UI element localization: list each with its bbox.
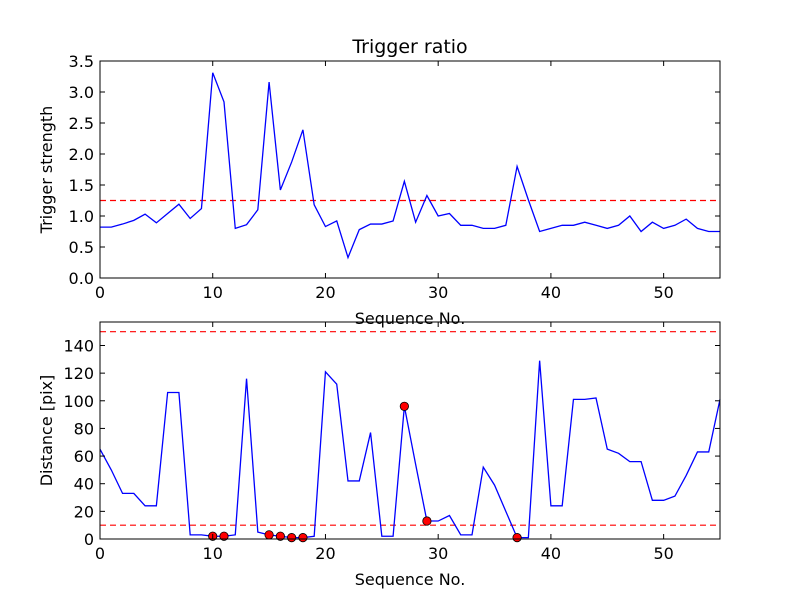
y-axis-label: Trigger strength — [37, 106, 56, 235]
y-axis-label: Distance [pix] — [37, 375, 56, 487]
y-tick-label: 0.0 — [69, 269, 94, 288]
data-point-marker — [422, 516, 432, 526]
x-tick-label: 50 — [653, 544, 673, 563]
x-tick-label: 30 — [428, 544, 448, 563]
x-tick-label: 40 — [541, 544, 561, 563]
data-point-marker — [298, 533, 308, 543]
distance-chart: 0 10 20 30 40 50 0 20 40 60 80 100 120 140 Sequence No… — [37, 321, 721, 589]
x-tick-label: 10 — [203, 544, 223, 563]
y-tick-label: 120 — [63, 364, 94, 383]
plot-frame — [99, 321, 721, 540]
y-tick-label: 40 — [74, 475, 94, 494]
chart-title: Trigger ratio — [351, 36, 467, 58]
data-series-line — [100, 72, 720, 260]
data-point-marker — [264, 530, 274, 540]
y-tick-label: 0.5 — [69, 238, 94, 257]
x-tick-label: 0 — [95, 544, 105, 563]
x-tick-label: 0 — [95, 283, 105, 302]
trigger-ratio-chart: 0 10 20 30 40 50 0.0 0.5 1.0 1.5 2.0 2.5 3.0 3.5 Seque… — [37, 36, 721, 328]
y-tick-label: 100 — [63, 392, 94, 411]
data-series-line — [99, 360, 721, 539]
y-tick-label: 80 — [74, 419, 94, 438]
y-tick-label: 140 — [63, 336, 94, 355]
data-point-marker — [287, 533, 297, 543]
data-point-marker — [219, 531, 229, 541]
y-tick-label: 1.0 — [69, 207, 94, 226]
x-tick-label: 20 — [315, 283, 335, 302]
plot-frame — [99, 60, 721, 279]
y-tick-label: 3.5 — [69, 52, 94, 71]
y-tick-label: 20 — [74, 502, 94, 521]
x-tick-label: 10 — [203, 283, 223, 302]
y-tick-label: 2.0 — [69, 145, 94, 164]
x-tick-label: 20 — [315, 544, 335, 563]
y-tick-label: 60 — [74, 447, 94, 466]
x-axis-label: Sequence No. — [355, 309, 466, 328]
y-tick-label: 0 — [84, 530, 94, 549]
x-tick-label: 40 — [541, 283, 561, 302]
y-tick-label: 1.5 — [69, 176, 94, 195]
y-tick-label: 2.5 — [69, 114, 94, 133]
data-point-marker — [512, 533, 522, 543]
x-tick-label: 30 — [428, 283, 448, 302]
x-axis-label: Sequence No. — [355, 570, 466, 589]
data-point-marker — [275, 531, 285, 541]
data-point-marker — [399, 401, 409, 411]
x-tick-label: 50 — [653, 283, 673, 302]
y-tick-label: 3.0 — [69, 83, 94, 102]
